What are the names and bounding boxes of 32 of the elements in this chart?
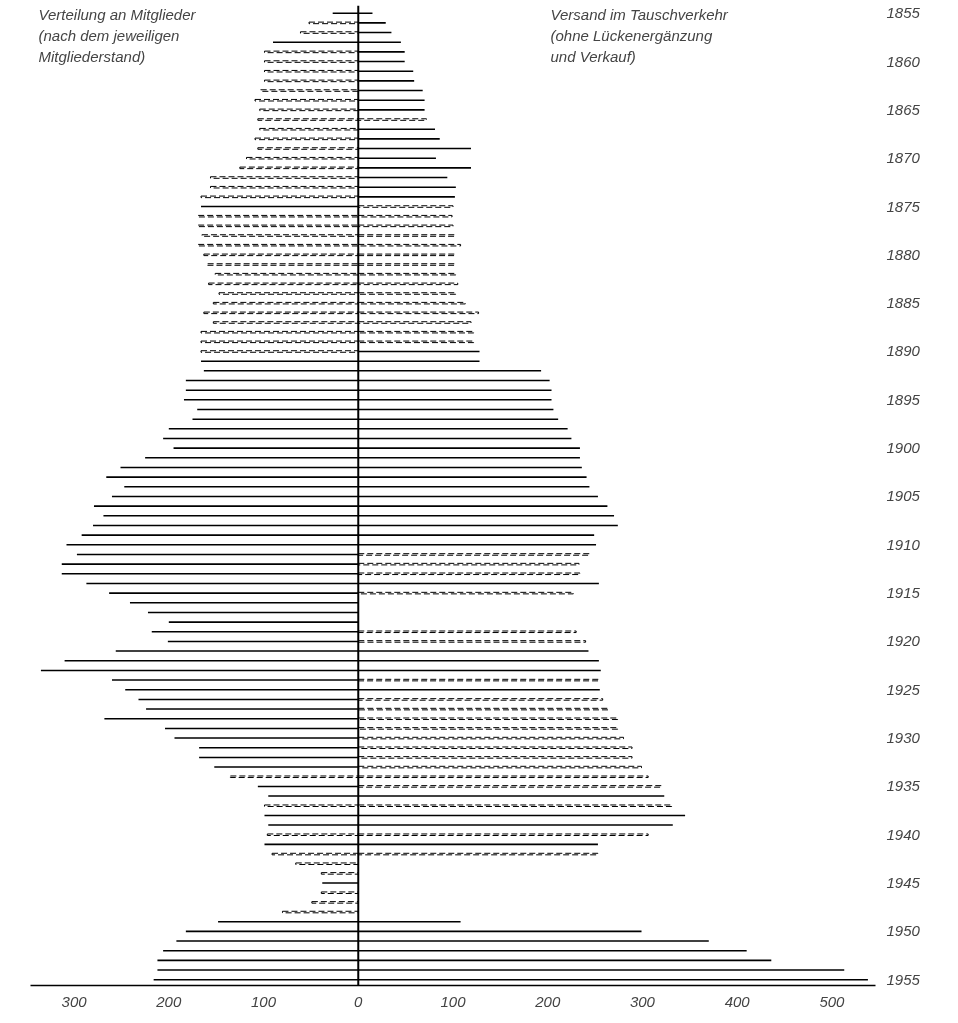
y-tick-label: 1920 [886,632,921,650]
y-tick-label: 1930 [886,729,921,747]
x-tick-label: 100 [251,992,277,1010]
y-tick-label: 1895 [886,390,921,408]
x-tick-label: 500 [819,992,846,1010]
y-tick-label: 1870 [886,149,921,167]
y-tick-label: 1860 [886,52,921,70]
y-tick-label: 1880 [886,245,921,263]
x-tick-label: 300 [629,992,656,1010]
y-tick-label: 1910 [886,535,921,553]
y-tick-label: 1890 [886,342,921,360]
y-tick-label: 1865 [886,100,921,118]
y-tick-label: 1915 [886,584,921,602]
y-tick-label: 1955 [886,970,921,988]
y-tick-label: 1945 [886,874,921,892]
y-tick-label: 1905 [886,487,921,505]
x-tick-label: 100 [440,992,467,1010]
y-tick-label: 1885 [886,294,921,312]
y-tick-label: 1950 [886,922,921,940]
x-tick-label: 0 [354,992,364,1010]
y-tick-label: 1925 [886,680,921,698]
y-tick-label: 1900 [886,439,921,457]
x-tick-label: 400 [724,992,751,1010]
y-tick-label: 1855 [886,4,921,22]
x-tick-label: 300 [61,992,88,1010]
y-tick-label: 1935 [886,777,921,795]
annotation: Verteilung an Mitglieder (nach dem jeweiligen Mitgliederstand) [38,5,197,65]
y-tick-label: 1940 [886,825,921,843]
y-tick-label: 1875 [886,197,921,215]
annotation: Versand im Tauschverkehr (ohne Lückenergänzung und Verkauf) [550,5,729,65]
x-tick-label: 200 [534,992,561,1010]
x-tick-label: 200 [155,992,182,1010]
